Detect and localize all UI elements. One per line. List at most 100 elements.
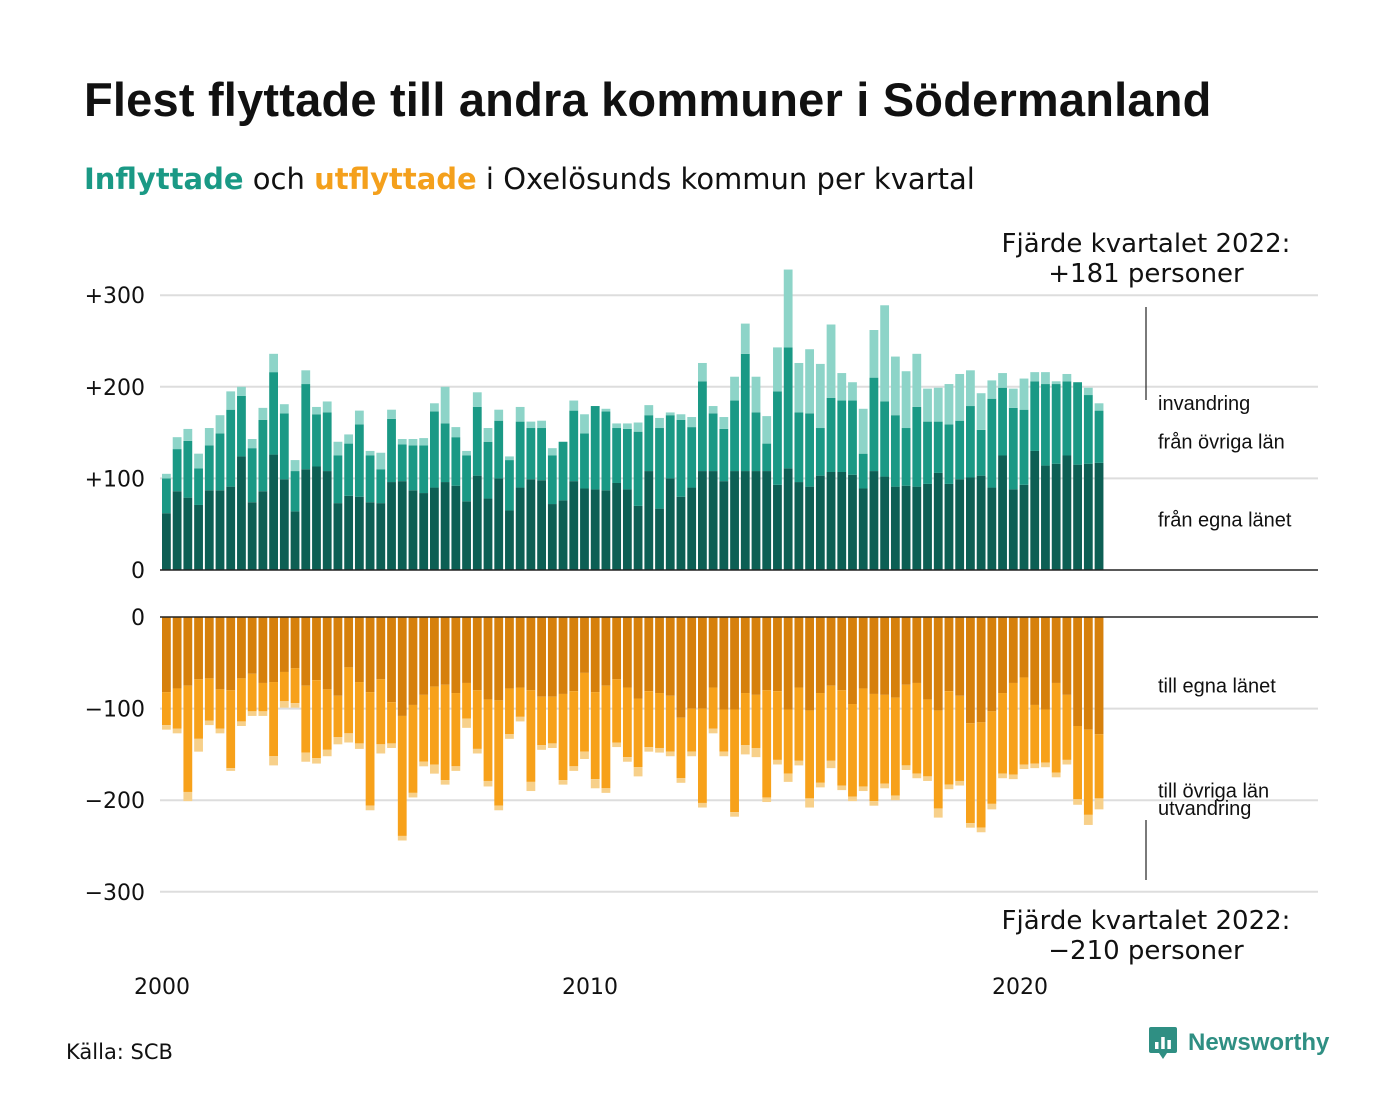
bar-in-own (687, 487, 697, 570)
bar-in-other (515, 421, 525, 488)
bar-out-other (494, 700, 504, 806)
bar-out-own (215, 617, 225, 690)
bar-out-emi (740, 745, 750, 755)
bar-in-other (301, 384, 311, 470)
bar-in-own (955, 479, 965, 570)
bar-out-own (740, 617, 750, 694)
bar-out-emi (322, 749, 332, 757)
bar-out-own (1051, 617, 1061, 683)
legend-label-own: från egna länet (1158, 509, 1292, 531)
bar-in-own (944, 483, 954, 570)
bar-in-imm (215, 415, 225, 434)
bar-in-imm (815, 363, 825, 429)
bar-in-imm (1030, 372, 1040, 382)
bar-in-own (676, 496, 686, 570)
bar-in-own (773, 484, 782, 570)
bar-in-imm (290, 460, 300, 472)
bar-in-other (880, 401, 890, 477)
subtitle-connector: och (243, 162, 315, 196)
bar-in-own (258, 491, 268, 570)
bar-out-own (1062, 617, 1072, 695)
bar-out-emi (258, 711, 268, 716)
bar-in-other (719, 428, 729, 482)
bar-out-own (290, 617, 300, 669)
lower-y-tick-label: −300 (85, 881, 145, 906)
bar-in-own (365, 502, 375, 570)
bar-out-emi (1083, 814, 1093, 825)
bar-in-imm (783, 269, 793, 348)
subtitle-rest: i Oxelösunds kommun per kvartal (476, 162, 975, 196)
bar-out-other (172, 688, 182, 729)
bar-in-own (344, 495, 354, 570)
bar-out-own (515, 617, 525, 688)
bar-out-other (580, 672, 589, 752)
bar-out-emi (226, 768, 236, 771)
bar-in-imm (933, 387, 943, 422)
bar-out-other (794, 687, 804, 761)
bar-in-imm (944, 384, 954, 425)
bar-in-imm (569, 400, 579, 411)
bar-out-own (1083, 617, 1093, 730)
bar-out-own (890, 617, 900, 698)
bar-in-imm (580, 414, 589, 434)
bar-in-imm (247, 439, 257, 449)
bar-out-own (419, 617, 429, 695)
bar-in-own (987, 487, 997, 570)
bar-in-imm (301, 370, 311, 385)
bar-in-imm (226, 391, 236, 410)
bar-in-own (290, 511, 300, 570)
bar-in-imm (1019, 378, 1029, 410)
bar-out-emi (837, 785, 847, 791)
bar-out-emi (451, 766, 461, 771)
bar-out-emi (644, 747, 654, 752)
bar-out-own (397, 617, 407, 716)
bar-out-own (162, 617, 171, 693)
bar-out-own (204, 617, 214, 679)
bar-in-other (773, 391, 782, 485)
bar-out-own (869, 617, 879, 694)
bar-out-emi (505, 734, 514, 739)
bar-in-imm (730, 376, 739, 401)
bar-out-other (526, 690, 536, 782)
bar-in-other (430, 411, 439, 488)
bar-in-other (740, 353, 750, 472)
bar-in-other (1094, 410, 1104, 463)
bar-out-emi (462, 718, 471, 728)
legend-label-emi: utvandring (1158, 798, 1251, 820)
bar-in-imm (901, 371, 911, 429)
bar-in-imm (805, 349, 814, 414)
bar-in-imm (665, 412, 675, 416)
bar-out-emi (365, 805, 375, 811)
bar-out-own (1008, 617, 1018, 683)
bar-out-emi (569, 766, 579, 771)
bar-in-own (1062, 455, 1072, 570)
bar-out-other (601, 685, 611, 789)
bar-in-imm (494, 409, 504, 421)
bar-out-other (1041, 709, 1050, 763)
bar-in-other (923, 421, 932, 484)
legend-label-other: till övriga län (1158, 780, 1269, 802)
bar-in-imm (279, 404, 289, 414)
bar-in-own (998, 455, 1007, 570)
newsworthy-logo: Newsworthy (1148, 1026, 1329, 1060)
bar-out-other (365, 692, 375, 806)
bar-in-own (462, 501, 471, 570)
bar-out-own (719, 617, 729, 710)
bar-out-own (987, 617, 997, 712)
bar-out-own (344, 617, 354, 668)
bar-in-own (837, 471, 847, 570)
bar-out-other (247, 673, 257, 712)
bar-in-other (1062, 381, 1072, 456)
bar-out-other (773, 691, 782, 760)
bar-in-other (258, 419, 268, 492)
bar-in-other (226, 409, 236, 487)
bar-in-own (333, 503, 343, 570)
bar-in-other (312, 414, 321, 467)
bar-in-other (1083, 395, 1093, 464)
bar-in-other (933, 421, 943, 473)
bar-in-imm (365, 450, 375, 456)
bar-in-other (204, 445, 214, 491)
bar-out-emi (708, 728, 718, 734)
bar-in-imm (762, 416, 772, 444)
bar-in-other (751, 412, 761, 472)
